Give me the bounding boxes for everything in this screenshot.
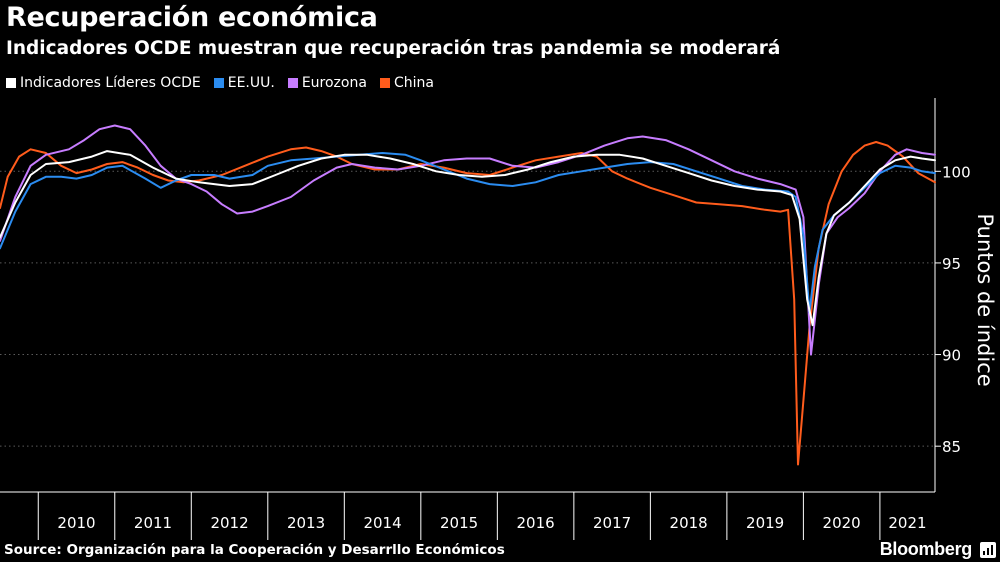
legend-swatch-us: [213, 78, 224, 88]
legend-label-eurozone: Eurozona: [301, 75, 367, 91]
legend-label-china: China: [393, 75, 434, 91]
legend-label-us: EE.UU.: [227, 75, 275, 91]
x-tick-label-2015: 2015: [440, 514, 478, 532]
legend-swatch-china: [379, 78, 390, 88]
y-axis-label: Puntos de índice: [973, 213, 997, 386]
y-tick-label-90: 90: [942, 347, 961, 365]
x-tick-label-2013: 2013: [287, 514, 325, 532]
legend-label-oecd: Indicadores Líderes OCDE: [20, 75, 201, 91]
legend-swatch-eurozone: [287, 78, 298, 88]
x-tick-label-2019: 2019: [746, 514, 784, 532]
legend-swatch-oecd: [6, 78, 16, 88]
bloomberg-logo: Bloomberg: [879, 539, 973, 559]
grid-layer: [0, 170, 935, 447]
series-line-eurozone: [0, 124, 936, 356]
x-tick-label-2010: 2010: [57, 514, 95, 532]
legend-item-china: China: [379, 75, 434, 91]
series-line-oecd: [0, 150, 936, 327]
x-tick-label-2016: 2016: [517, 514, 555, 532]
legend: Indicadores Líderes OCDE EE.UU. Eurozona…: [6, 75, 434, 91]
x-tick-label-2020: 2020: [823, 514, 861, 532]
chart-title: Recuperación económica: [6, 2, 378, 33]
series-line-us: [0, 152, 936, 314]
chart-subtitle: Indicadores OCDE muestran que recuperaci…: [6, 38, 781, 59]
axis-layer: 85 90 95 100 2010 2011 2012 2013 2014 2015 2016 201…: [0, 98, 971, 540]
x-tick-label-2012: 2012: [210, 514, 248, 532]
legend-item-eurozone: Eurozona: [287, 75, 367, 91]
series-layer: [0, 124, 936, 466]
legend-item-us: EE.UU.: [213, 75, 275, 91]
x-tick-label-2017: 2017: [593, 514, 631, 532]
y-tick-label-85: 85: [942, 438, 961, 456]
y-tick-label-100: 100: [942, 163, 971, 181]
x-tick-label-2011: 2011: [134, 514, 172, 532]
legend-item-oecd: Indicadores Líderes OCDE: [6, 75, 201, 91]
x-tick-label-2021: 2021: [888, 514, 926, 532]
x-tick-label-2014: 2014: [363, 514, 401, 532]
bloomberg-terminal-icon: [980, 542, 996, 558]
source-note: Source: Organización para la Cooperación…: [4, 542, 505, 558]
y-tick-label-95: 95: [942, 255, 961, 273]
x-tick-label-2018: 2018: [670, 514, 708, 532]
series-line-china: [0, 141, 936, 466]
